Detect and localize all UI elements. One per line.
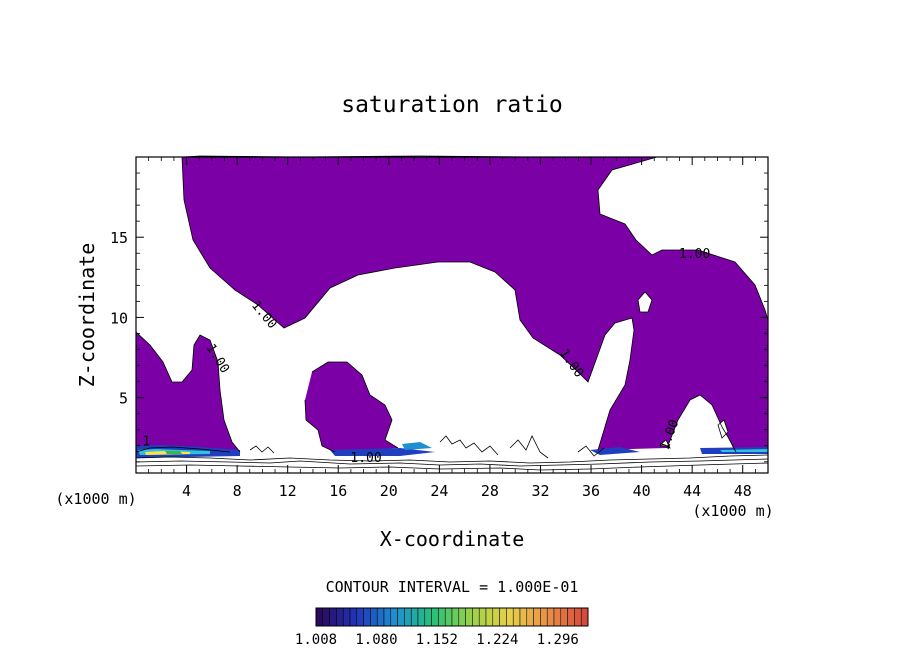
colorbar-cell	[349, 607, 358, 627]
hole-1	[637, 291, 653, 313]
colorbar-cell	[560, 607, 568, 627]
colorbar-cell	[546, 607, 555, 627]
upper-saturated-area	[182, 157, 768, 452]
colorbar-cell	[431, 607, 439, 627]
colorbar-cell	[492, 607, 500, 627]
colorbar-cell	[574, 607, 582, 627]
contour-label: 1.00	[350, 451, 381, 466]
colorbar-cell	[356, 607, 364, 627]
x-tick-label: 20	[380, 482, 398, 500]
colorbar-cell	[567, 607, 575, 627]
colorbar-cell	[342, 607, 351, 627]
colorbar-cell	[533, 607, 541, 627]
contour-interval-text: CONTOUR INTERVAL = 1.000E-01	[326, 578, 579, 596]
colorbar-cell	[336, 607, 344, 627]
colorbar-label: 1.152	[416, 632, 458, 648]
colorbar-frame	[315, 607, 589, 627]
x-tick-label: 48	[734, 482, 752, 500]
colorbar-cell	[444, 607, 453, 627]
y-tick-label: 5	[119, 390, 128, 408]
colorbar-cell	[376, 607, 385, 627]
colorbar-cell	[540, 607, 548, 627]
x-unit-label-left: (x1000 m)	[55, 490, 136, 508]
colorbar-cell	[438, 607, 446, 627]
x-unit-label-right: (x1000 m)	[692, 502, 773, 520]
colorbar-cell	[506, 607, 514, 627]
colorbar-cell	[451, 607, 460, 627]
x-tick-label: 4	[182, 482, 191, 500]
colorbar-cell	[580, 607, 589, 627]
x-tick-label: 32	[531, 482, 549, 500]
contour-lines	[135, 155, 769, 471]
colorbar-cell	[472, 607, 480, 627]
colorbar-label: 1.008	[295, 632, 337, 648]
left-saturated-area	[136, 332, 240, 455]
colorbar-labels: 1.008 1.080 1.152 1.224 1.296	[295, 632, 579, 648]
x-tick-label: 8	[233, 482, 242, 500]
colorbar-cell	[322, 607, 330, 627]
colorbar-label: 1.296	[537, 632, 579, 648]
y-axis-label: Z-coordinate	[75, 243, 99, 388]
contour-label: 1	[142, 435, 150, 450]
colorbar-cell	[499, 607, 507, 627]
colorbar-cell	[404, 607, 412, 627]
colorbar-cell	[329, 607, 337, 627]
colorbar-cell	[485, 607, 494, 627]
colorbar-label: 1.080	[355, 632, 397, 648]
x-axis-label: X-coordinate	[380, 527, 525, 551]
mid-saturated-area	[305, 362, 398, 452]
colorbar-cell	[458, 607, 466, 627]
colorbar-cell	[424, 607, 432, 627]
surface-band	[136, 442, 768, 458]
plot-area: 1.001.00 1.001.001.001.001 4 8 12 16 20 24 28 32…	[110, 155, 769, 500]
x-tick-label: 36	[582, 482, 600, 500]
colorbar-cell	[465, 607, 473, 627]
colorbar-cell	[383, 607, 392, 627]
saturated-region	[136, 157, 768, 455]
colorbar-label: 1.224	[476, 632, 518, 648]
colorbar-cell	[526, 607, 534, 627]
colorbar-cell	[315, 607, 324, 627]
x-tick-label: 44	[683, 482, 701, 500]
colorbar	[315, 607, 589, 627]
colorbar-cell	[417, 607, 426, 627]
colorbar-cell	[478, 607, 487, 627]
colorbar-cell	[370, 607, 378, 627]
y-tick-label: 10	[110, 309, 128, 327]
colorbar-cell	[397, 607, 405, 627]
x-tick-label: 40	[633, 482, 651, 500]
colorbar-cell	[390, 607, 398, 627]
x-tick-label: 28	[481, 482, 499, 500]
colorbar-cell	[519, 607, 528, 627]
chart-title: saturation ratio	[341, 92, 563, 118]
y-tick-label: 15	[110, 229, 128, 247]
x-tick-label: 24	[430, 482, 448, 500]
colorbar-cell	[553, 607, 562, 627]
x-tick-label: 12	[279, 482, 297, 500]
contour-label: 1.00	[679, 247, 710, 262]
colorbar-cell	[363, 607, 371, 627]
colorbar-cell	[512, 607, 521, 627]
x-tick-label: 16	[329, 482, 347, 500]
colorbar-cell	[410, 607, 419, 627]
